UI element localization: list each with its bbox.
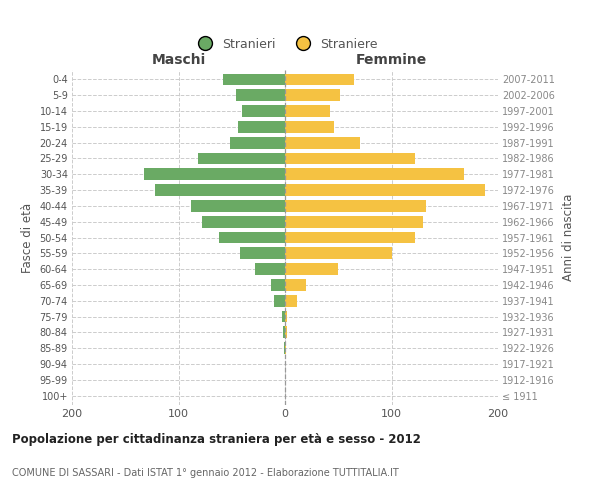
Bar (285, 263, 338, 275)
Text: Maschi: Maschi (151, 52, 206, 66)
Bar (155, 184, 285, 196)
Bar (285, 168, 464, 180)
Bar (271, 279, 285, 291)
Bar (223, 74, 285, 86)
Bar (285, 232, 415, 243)
Bar (230, 137, 285, 148)
Bar (285, 326, 287, 338)
Bar (285, 342, 286, 354)
Bar (285, 216, 424, 228)
Bar (284, 342, 285, 354)
Bar (285, 74, 354, 86)
Bar (285, 200, 425, 212)
Bar (238, 121, 285, 133)
Bar (240, 248, 285, 259)
Y-axis label: Anni di nascita: Anni di nascita (562, 194, 575, 281)
Bar (236, 90, 285, 101)
Bar (285, 105, 330, 117)
Bar (197, 152, 285, 164)
Text: Femmine: Femmine (356, 52, 427, 66)
Bar (285, 279, 307, 291)
Bar (285, 90, 340, 101)
Bar (242, 105, 285, 117)
Text: COMUNE DI SASSARI - Dati ISTAT 1° gennaio 2012 - Elaborazione TUTTITALIA.IT: COMUNE DI SASSARI - Dati ISTAT 1° gennai… (12, 468, 399, 477)
Bar (285, 310, 287, 322)
Bar (283, 326, 285, 338)
Bar (285, 184, 485, 196)
Legend: Stranieri, Straniere: Stranieri, Straniere (187, 32, 383, 56)
Bar (285, 137, 359, 148)
Bar (202, 216, 285, 228)
Bar (255, 263, 285, 275)
Text: Popolazione per cittadinanza straniera per età e sesso - 2012: Popolazione per cittadinanza straniera p… (12, 432, 421, 446)
Bar (285, 248, 392, 259)
Bar (285, 121, 334, 133)
Bar (191, 200, 285, 212)
Bar (285, 152, 415, 164)
Bar (145, 168, 285, 180)
Bar (285, 295, 297, 306)
Bar (219, 232, 285, 243)
Bar (282, 310, 285, 322)
Y-axis label: Fasce di età: Fasce di età (21, 202, 34, 272)
Bar (274, 295, 285, 306)
